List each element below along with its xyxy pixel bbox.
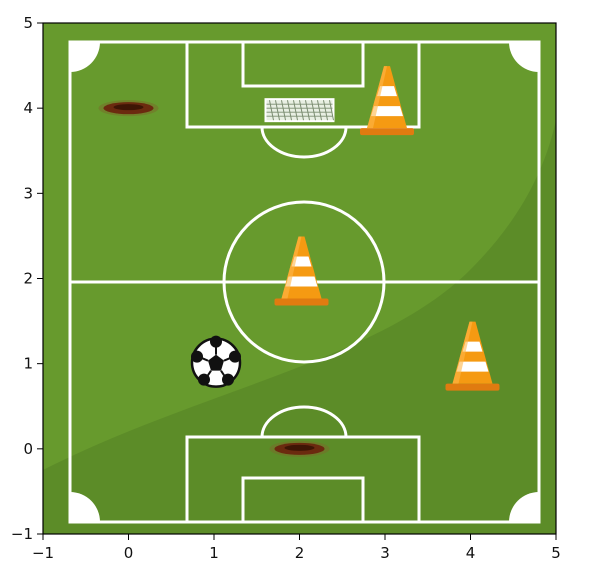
x-tick-label: 2: [295, 544, 305, 562]
x-tick-label: 0: [124, 544, 134, 562]
hole-icon: [98, 100, 159, 117]
x-tick-label: −1: [32, 544, 54, 562]
y-tick-label: 5: [23, 14, 33, 32]
y-tick-label: 1: [23, 355, 33, 373]
x-tick-label: 1: [209, 544, 219, 562]
x-tick-label: 5: [551, 544, 561, 562]
y-tick-label: −1: [11, 525, 33, 543]
y-tick-label: 0: [23, 440, 33, 458]
y-tick-label: 2: [23, 270, 33, 288]
soccer-ball-icon: [190, 335, 242, 388]
y-tick-label: 4: [23, 99, 33, 117]
traffic-cone-icon: [445, 321, 500, 391]
pitch-shade: [43, 120, 556, 534]
corner-arcs: [70, 42, 539, 522]
x-tick-label: 3: [380, 544, 390, 562]
traffic-cone-icon: [274, 236, 329, 306]
traffic-cone-icon: [360, 66, 414, 136]
y-tick-label: 3: [23, 184, 33, 202]
hole-icon: [269, 440, 330, 457]
goal-net-icon: [264, 98, 335, 123]
x-tick-label: 4: [466, 544, 476, 562]
